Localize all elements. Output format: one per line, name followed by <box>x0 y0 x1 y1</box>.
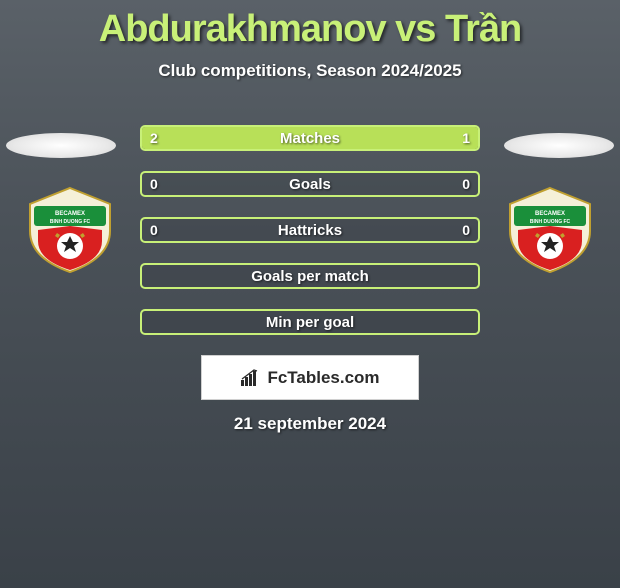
stat-value-right: 1 <box>454 127 478 149</box>
player-avatar-left <box>6 133 116 158</box>
stat-value-left: 2 <box>142 127 166 149</box>
club-badge-right: BECAMEX BINH DUONG FC <box>500 186 600 274</box>
stat-row-min-per-goal: Min per goal <box>140 309 480 335</box>
stats-container: 2 Matches 1 0 Goals 0 0 Hattricks 0 Goal… <box>140 125 480 335</box>
stat-label: Goals <box>289 176 331 193</box>
stat-value-right: 0 <box>454 173 478 195</box>
page-title: Abdurakhmanov vs Trần <box>0 8 620 51</box>
stat-label: Hattricks <box>278 222 342 239</box>
watermark: FcTables.com <box>201 355 419 400</box>
watermark-text: FcTables.com <box>267 368 379 388</box>
stat-row-matches: 2 Matches 1 <box>140 125 480 151</box>
stat-value-left: 0 <box>142 219 166 241</box>
stat-label: Min per goal <box>266 314 354 331</box>
stat-value-left: 0 <box>142 173 166 195</box>
date-text: 21 september 2024 <box>0 414 620 434</box>
stat-value-right <box>462 311 478 333</box>
svg-text:BECAMEX: BECAMEX <box>55 211 85 217</box>
stat-row-goals-per-match: Goals per match <box>140 263 480 289</box>
stat-row-hattricks: 0 Hattricks 0 <box>140 217 480 243</box>
page-subtitle: Club competitions, Season 2024/2025 <box>0 61 620 81</box>
club-badge-icon: BECAMEX BINH DUONG FC <box>20 186 120 274</box>
stat-label: Matches <box>280 130 340 147</box>
stat-label: Goals per match <box>251 268 369 285</box>
svg-text:BECAMEX: BECAMEX <box>535 211 565 217</box>
svg-text:BINH DUONG FC: BINH DUONG FC <box>50 219 91 225</box>
player-avatar-right <box>504 133 614 158</box>
stat-value-left <box>142 311 158 333</box>
bar-chart-icon <box>240 369 262 387</box>
stat-value-left <box>142 265 158 287</box>
svg-text:BINH DUONG FC: BINH DUONG FC <box>530 219 571 225</box>
club-badge-left: BECAMEX BINH DUONG FC <box>20 186 120 274</box>
stat-value-right: 0 <box>454 219 478 241</box>
club-badge-icon: BECAMEX BINH DUONG FC <box>500 186 600 274</box>
stat-value-right <box>462 265 478 287</box>
stat-row-goals: 0 Goals 0 <box>140 171 480 197</box>
